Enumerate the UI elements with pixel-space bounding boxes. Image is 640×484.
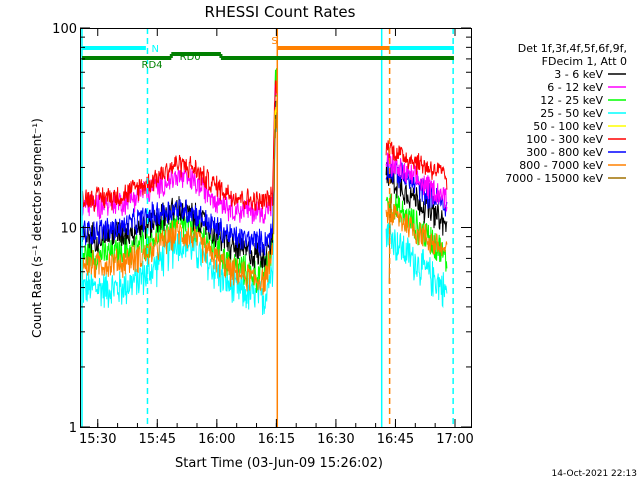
x-tick-label-3: 16:00: [198, 432, 235, 447]
legend-label-4: 25 - 50 keV: [540, 107, 603, 120]
legend-label-7: 300 - 800 keV: [526, 146, 603, 159]
legend-label-5: 50 - 100 keV: [533, 120, 603, 133]
chart-title: RHESSI Count Rates: [205, 3, 356, 21]
series-800-7000-kev-line-1: [81, 107, 277, 295]
y-tick-label-2: 10: [60, 222, 77, 237]
y-tick-label-1: 1: [69, 421, 77, 436]
x-tick-label-7: 17:00: [436, 432, 473, 447]
series-3-6-kev-line-2: [385, 162, 448, 236]
legend: Det 1f,3f,4f,5f,6f,9f,FDecim 1, Att 03 -…: [505, 42, 627, 185]
legend-label-1: 3 - 6 keV: [554, 68, 603, 81]
x-tick-label-1: 15:30: [79, 432, 116, 447]
legend-header-2: FDecim 1, Att 0: [542, 55, 627, 68]
x-tick-label-6: 16:45: [377, 432, 414, 447]
timestamp: 14-Oct-2021 22:13: [552, 469, 637, 479]
annotation-label-3: RD0: [180, 52, 201, 63]
series-7000-15000-kev-line-1: [273, 116, 278, 235]
series-25-50-kev-line-2: [385, 222, 448, 309]
data-layer: [81, 28, 454, 427]
series-100-300-kev-line-2: [385, 140, 448, 190]
y-axis: 1 10 100: [52, 22, 471, 436]
series-25-50-kev-line-1: [81, 102, 277, 316]
status-bars: N S RD0 RD4: [81, 36, 454, 71]
x-tick-label-4: 16:15: [258, 432, 295, 447]
legend-label-9: 7000 - 15000 keV: [505, 172, 603, 185]
series-6-12-kev-line-1: [81, 83, 277, 225]
y-axis-label: Count Rate (s⁻¹ detector segment⁻¹): [30, 118, 44, 338]
annotation-label-2: S: [271, 36, 277, 47]
legend-label-6: 100 - 300 keV: [526, 133, 603, 146]
x-axis: 15:30 15:45 16:00 16:15 16:30 16:45 17:00: [79, 28, 474, 447]
x-tick-label-5: 16:30: [317, 432, 354, 447]
legend-label-3: 12 - 25 keV: [540, 94, 603, 107]
annotation-label-4: RD4: [142, 60, 163, 71]
series-300-800-kev-line-1: [81, 119, 277, 256]
series-100-300-kev-line-1: [81, 80, 277, 212]
x-tick-label-2: 15:45: [139, 432, 176, 447]
series-800-7000-kev-line-2: [385, 202, 448, 257]
legend-label-2: 6 - 12 keV: [547, 81, 603, 94]
annotation-label-1: N: [151, 44, 158, 55]
legend-header-1: Det 1f,3f,4f,5f,6f,9f,: [518, 42, 627, 55]
legend-label-8: 800 - 7000 keV: [519, 159, 603, 172]
x-axis-label: Start Time (03-Jun-09 15:26:02): [175, 456, 383, 471]
y-tick-label-3: 100: [52, 22, 77, 37]
series-12-25-kev-line-1: [81, 68, 277, 293]
